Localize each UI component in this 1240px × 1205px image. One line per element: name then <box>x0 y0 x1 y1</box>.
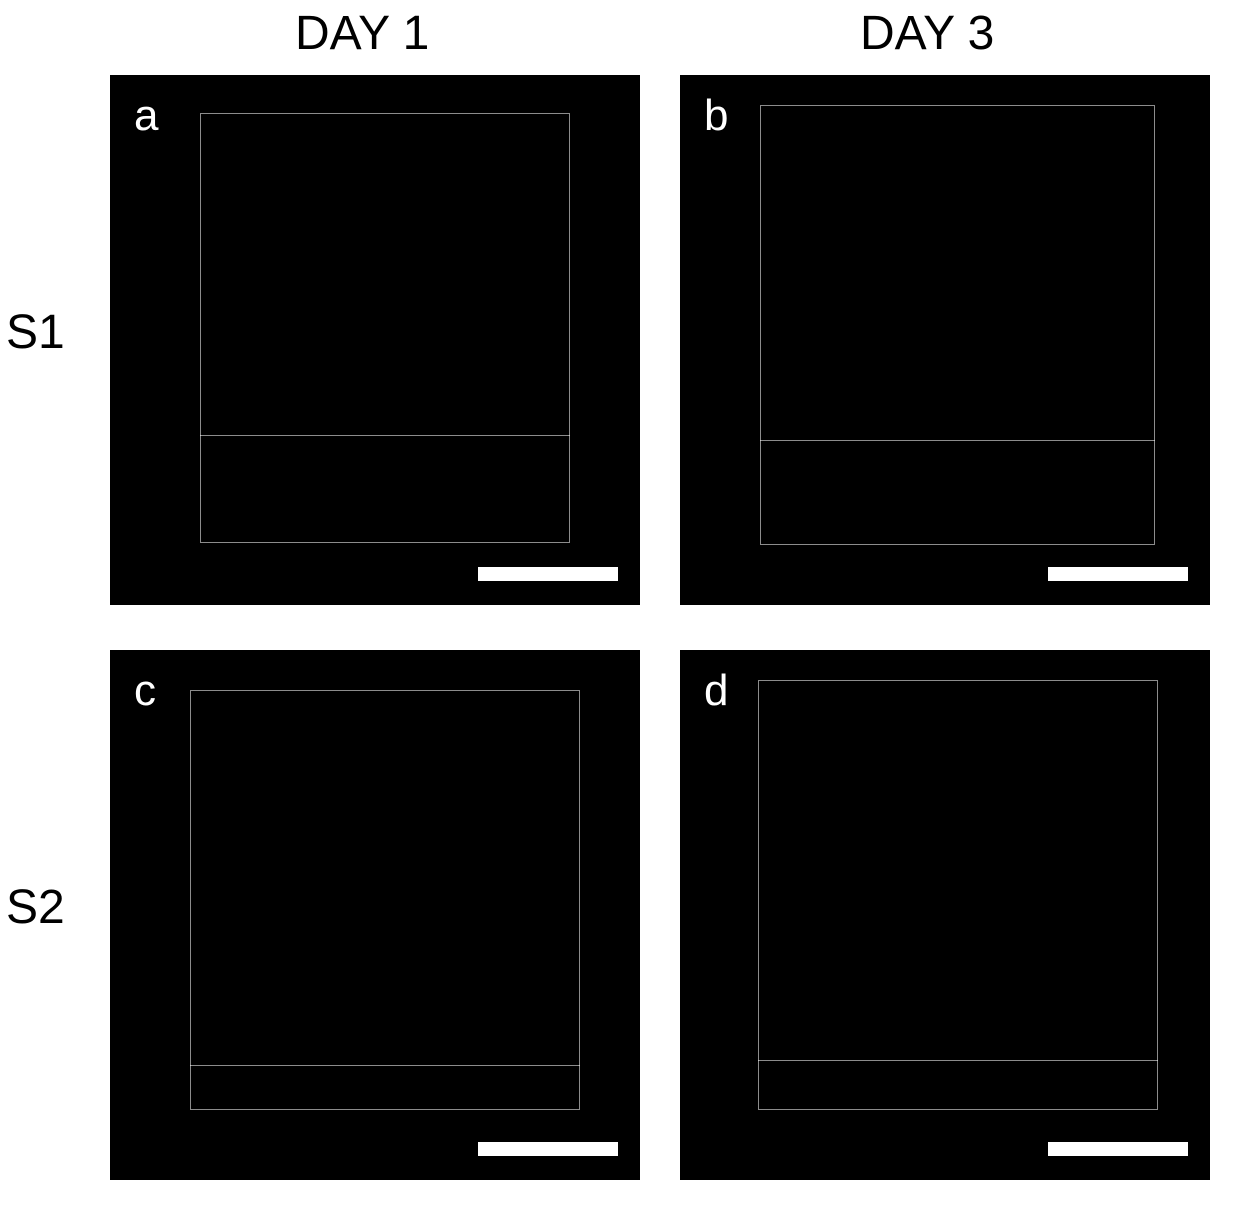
panel-c: c <box>110 650 640 1180</box>
panel-d: d <box>680 650 1210 1180</box>
row-label-s2: S2 <box>6 880 65 935</box>
figure-grid: DAY 1 DAY 3 S1 S2 a b c d <box>0 0 1240 1205</box>
panel-b-inner-outline <box>760 105 1155 545</box>
panel-letter-d: d <box>704 666 728 716</box>
panel-letter-a: a <box>134 91 158 141</box>
panel-c-scale-bar <box>478 1142 618 1156</box>
panel-d-inner-outline <box>758 680 1158 1110</box>
panel-letter-b: b <box>704 91 728 141</box>
panel-a-scale-bar <box>478 567 618 581</box>
panel-b-scale-bar <box>1048 567 1188 581</box>
panel-d-inner-hline <box>758 1060 1158 1061</box>
panel-d-scale-bar <box>1048 1142 1188 1156</box>
panel-b: b <box>680 75 1210 605</box>
panel-letter-c: c <box>134 666 156 716</box>
panel-c-inner-outline <box>190 690 580 1110</box>
panel-a: a <box>110 75 640 605</box>
column-header-day3: DAY 3 <box>860 6 994 61</box>
panel-a-inner-hline <box>200 435 570 436</box>
panel-b-inner-hline <box>760 440 1155 441</box>
panel-a-inner-outline <box>200 113 570 543</box>
panel-c-inner-hline <box>190 1065 580 1066</box>
row-label-s1: S1 <box>6 305 65 360</box>
column-header-day1: DAY 1 <box>295 6 429 61</box>
